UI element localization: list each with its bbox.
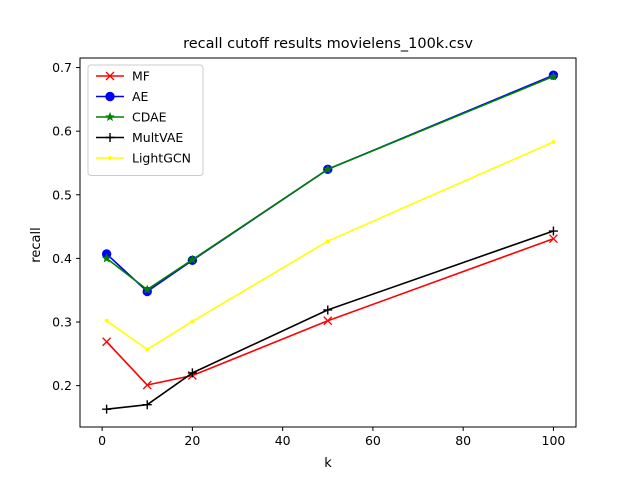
chart-title: recall cutoff results movielens_100k.csv <box>183 36 473 52</box>
x-tick-label: 20 <box>184 433 200 448</box>
data-point-mf <box>102 337 112 347</box>
legend-item-cdae: CDAE <box>96 110 167 125</box>
x-tick-label: 0 <box>98 433 106 448</box>
legend-item-mf: MF <box>96 69 150 84</box>
legend-box <box>87 64 204 176</box>
data-point-cdae <box>101 253 112 263</box>
y-tick-label: 0.2 <box>52 378 72 393</box>
legend-label: MultVAE <box>132 130 183 145</box>
plot-area: 0 20 40 60 80 100 0.2 0.3 0.4 0.5 0.6 0.7 MF AE CDAE Mu… <box>52 57 577 448</box>
x-tick-label: 60 <box>365 433 381 448</box>
x-axis-label: k <box>324 456 332 471</box>
x-tick-label: 40 <box>275 433 291 448</box>
data-point-cdae <box>187 254 198 264</box>
data-point-multvae <box>323 305 333 315</box>
y-tick-label: 0.4 <box>52 251 72 266</box>
data-point-mf <box>323 316 333 326</box>
legend-swatch-marker <box>105 112 115 122</box>
data-point-lightgcn <box>551 139 556 144</box>
legend-label: CDAE <box>132 110 167 125</box>
series-cdae <box>101 71 559 294</box>
y-tick-label: 0.3 <box>52 315 72 330</box>
data-point-multvae <box>548 226 558 236</box>
legend-label: LightGCN <box>132 151 191 166</box>
data-point-cdae <box>142 284 152 294</box>
y-tick-label: 0.7 <box>52 60 72 75</box>
series-lightgcn <box>104 139 556 352</box>
y-tick-label: 0.6 <box>52 124 72 139</box>
y-tick-label: 0.5 <box>52 187 72 202</box>
data-point-mf <box>548 234 558 244</box>
data-point-cdae <box>322 164 333 174</box>
data-point-cdae <box>548 71 559 81</box>
legend: MF AE CDAE MultVAE LightGCN <box>87 64 204 176</box>
legend-swatch-marker <box>105 91 115 102</box>
legend-swatch-marker <box>105 133 115 142</box>
plot-frame <box>79 57 577 428</box>
x-tick-label: 100 <box>542 433 566 448</box>
data-point-lightgcn <box>104 318 109 323</box>
legend-swatch-marker <box>108 156 112 160</box>
data-point-multvae <box>187 368 197 378</box>
legend-swatch-marker <box>105 71 115 81</box>
series-multvae <box>102 226 558 414</box>
data-point-lightgcn <box>325 239 330 244</box>
legend-label: AE <box>132 89 149 104</box>
legend-item-ae: AE <box>96 89 149 104</box>
data-point-mf <box>142 380 152 390</box>
data-point-lightgcn <box>190 319 195 324</box>
x-tick-label: 80 <box>455 433 471 448</box>
legend-item-multvae: MultVAE <box>96 130 183 145</box>
data-point-multvae <box>102 404 112 414</box>
data-point-multvae <box>142 400 152 410</box>
data-point-lightgcn <box>145 347 150 352</box>
legend-label: MF <box>132 69 150 84</box>
y-axis-label: recall <box>29 227 44 262</box>
legend-item-lightgcn: LightGCN <box>96 151 191 166</box>
